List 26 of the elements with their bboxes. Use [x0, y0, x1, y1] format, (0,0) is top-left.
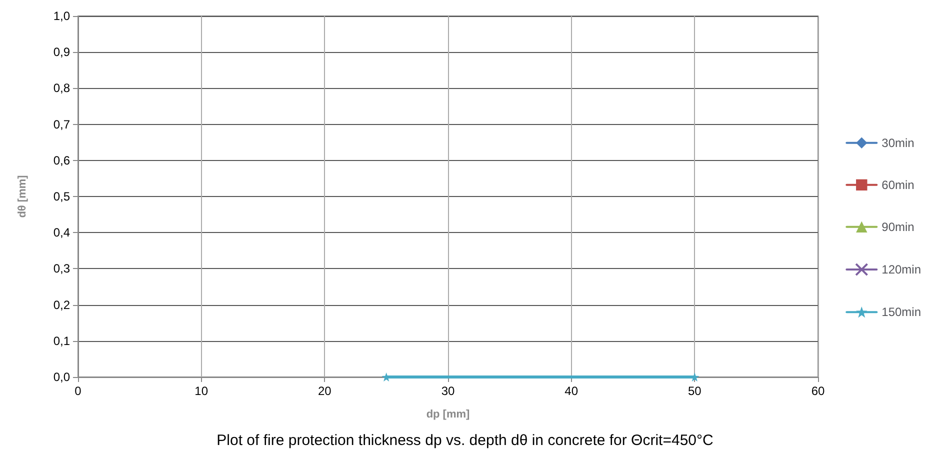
legend-label: 150min — [882, 305, 921, 320]
y-tick-label: 0,4 — [53, 226, 70, 240]
y-tick-label: 1,0 — [53, 9, 70, 23]
y-tick-label: 0,7 — [53, 117, 70, 132]
y-tick-label: 0,8 — [53, 81, 70, 96]
x-tick-label: 10 — [194, 384, 208, 398]
y-tick-label: 0,9 — [53, 45, 70, 60]
x-axis-title: dp [mm] — [426, 408, 470, 420]
legend-label: 120min — [882, 262, 921, 276]
y-tick-label: 0,1 — [53, 334, 70, 348]
x-tick-label: 20 — [318, 384, 332, 398]
legend-label: 30min — [882, 136, 914, 150]
text: Plot of fire protection thickness dp vs. depth dθ in concrete for Θcrit=450°C — [216, 432, 714, 449]
x-tick-label: 30 — [441, 384, 455, 398]
y-tick-label: 0,6 — [53, 153, 70, 168]
x-tick-label: 60 — [811, 384, 825, 398]
y-axis-title: dθ [mm] — [16, 174, 28, 218]
y-tick-label: 0,2 — [53, 298, 70, 312]
y-tick-label: 0,3 — [53, 262, 70, 276]
y-tick-label: 0,5 — [53, 190, 70, 204]
x-tick-label: 40 — [564, 384, 578, 398]
legend-label: 90min — [882, 220, 914, 234]
y-tick-label: 0,0 — [53, 370, 70, 384]
legend-label: 60min — [882, 178, 914, 192]
x-tick-label: 50 — [688, 384, 702, 398]
x-tick-label: 0 — [74, 384, 82, 398]
